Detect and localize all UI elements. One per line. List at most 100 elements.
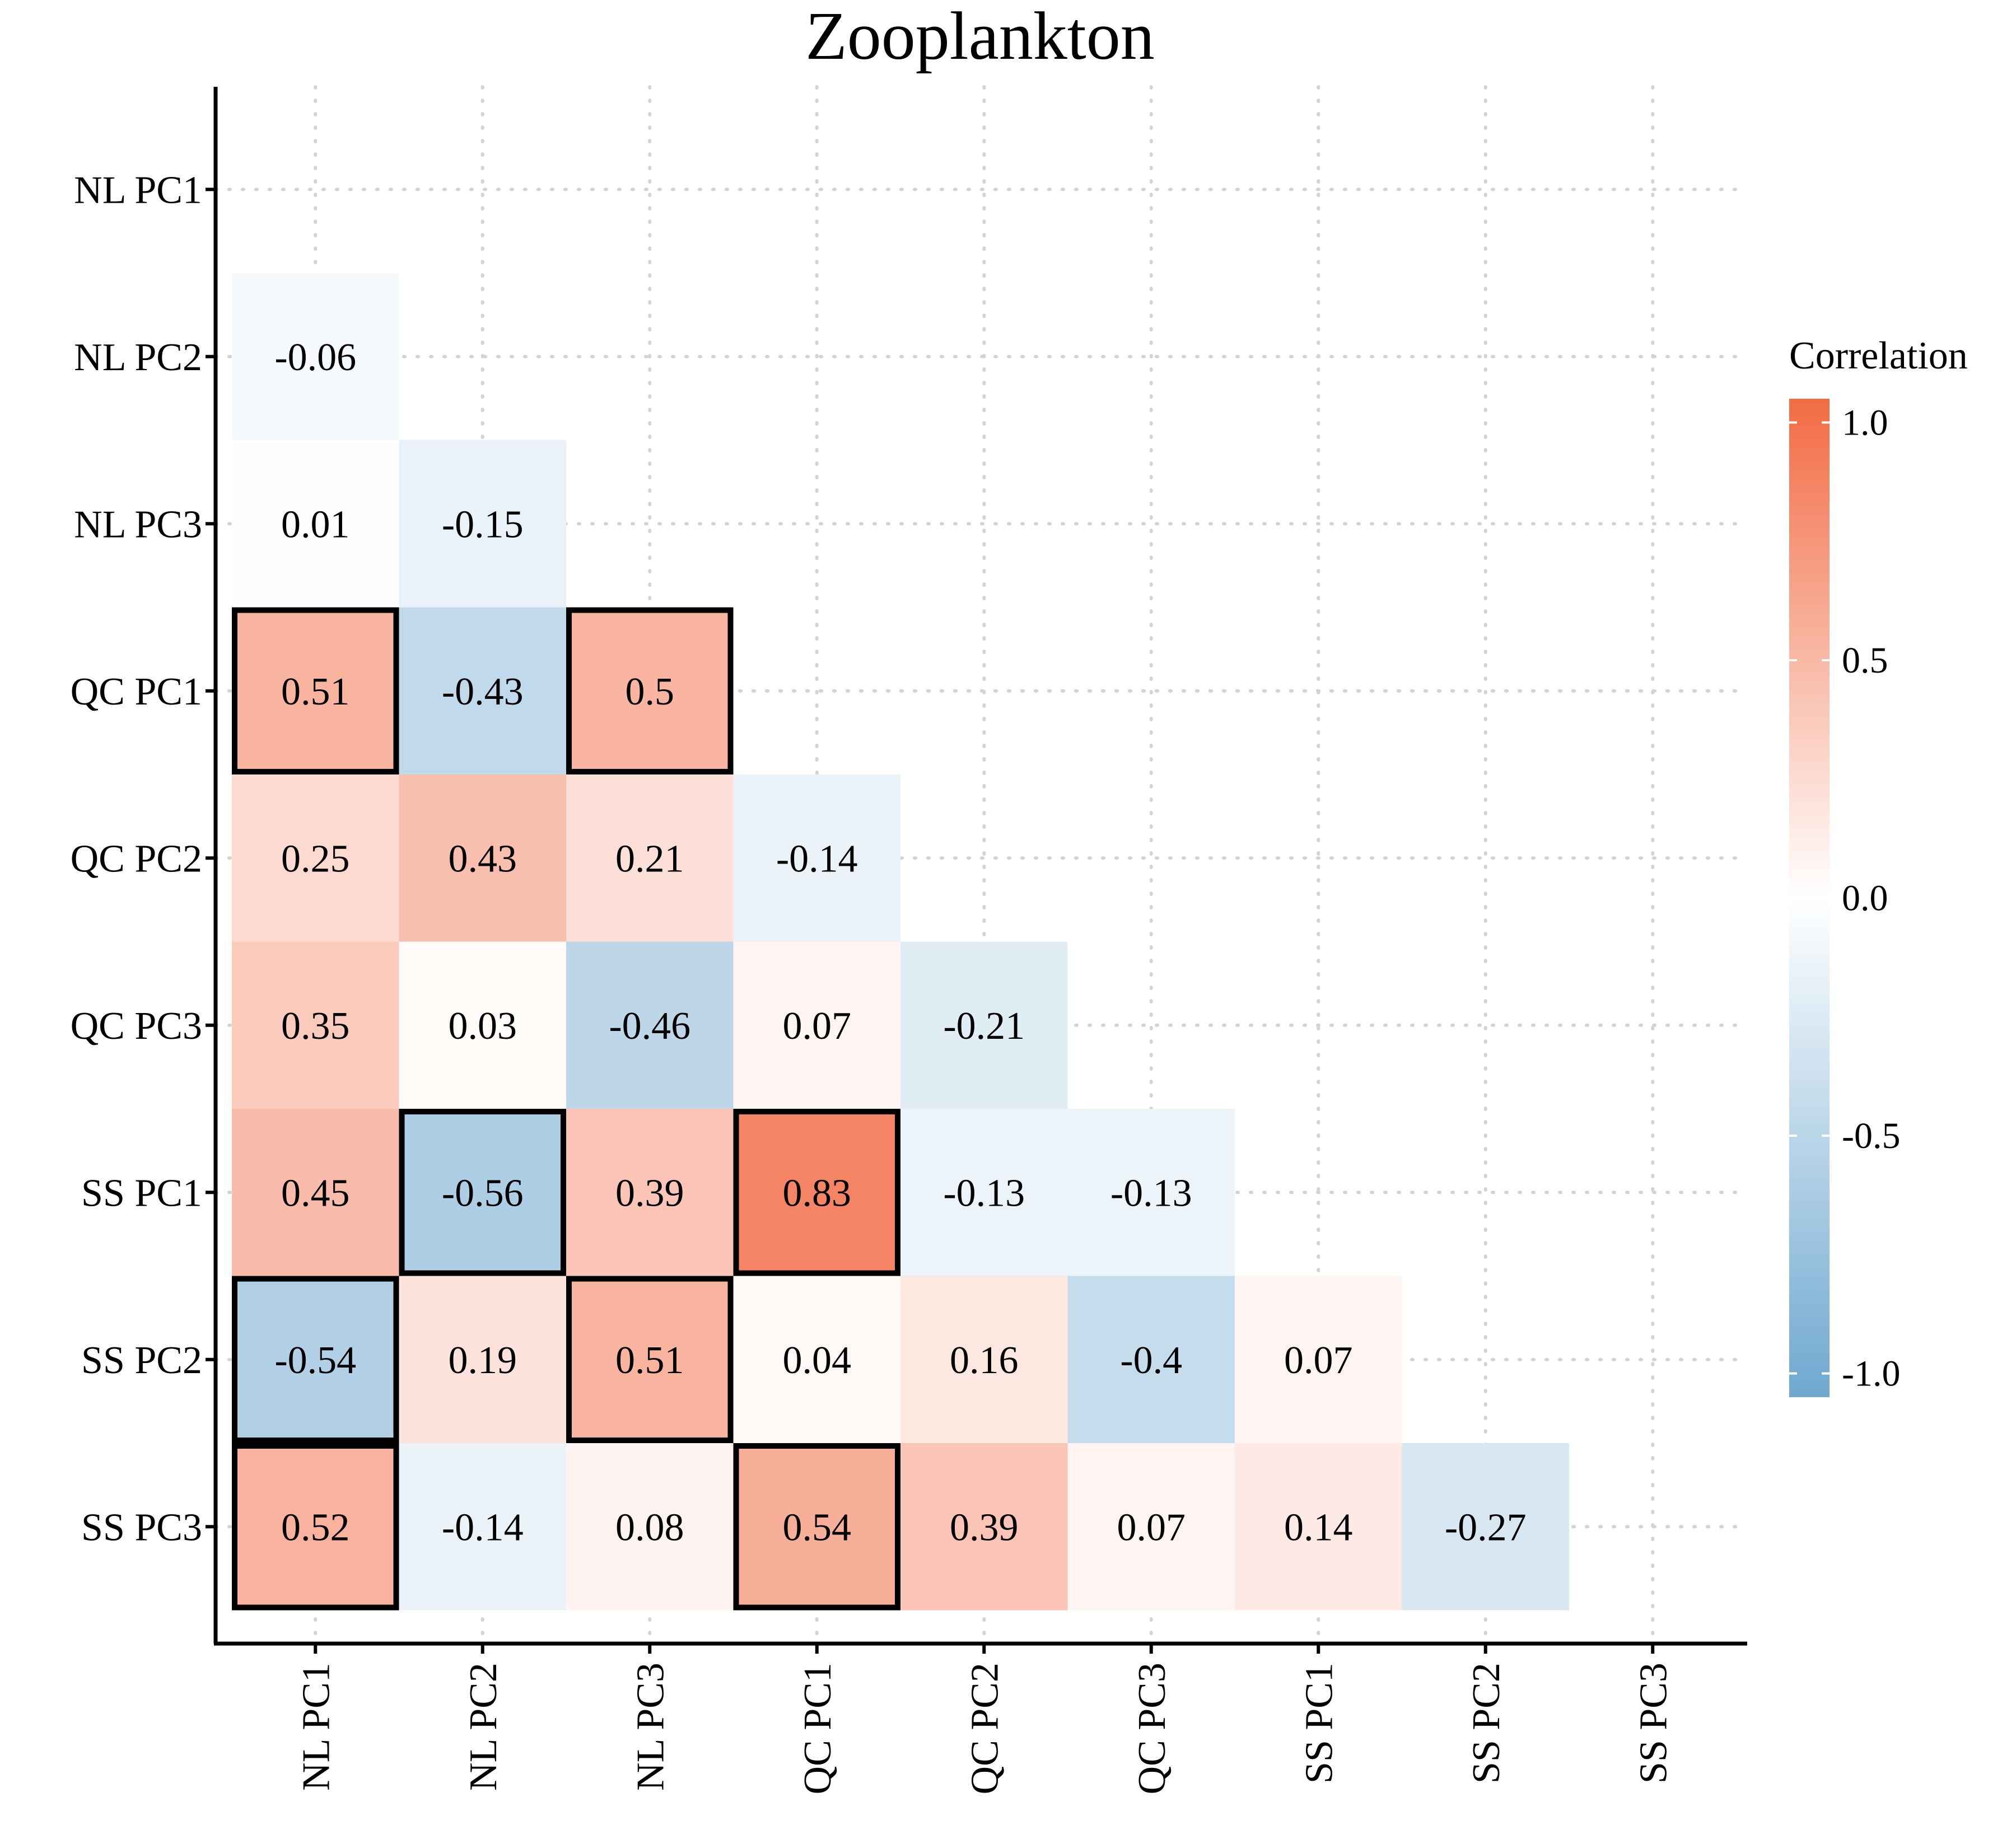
heatmap-cell (232, 440, 399, 608)
cell-value-label: -0.27 (1445, 1506, 1527, 1549)
x-tick-label: NL PC2 (462, 1663, 505, 1791)
heatmap-cells (232, 273, 1569, 1611)
chart-title: Zooplankton (805, 0, 1154, 74)
y-axis-tick-labels: NL PC1 NL PC2 NL PC3 QC PC1 QC PC2 QC PC3 SS P… (71, 169, 202, 1549)
cell-value-label: 0.07 (1284, 1339, 1353, 1382)
y-tick-label: NL PC2 (74, 336, 202, 379)
legend-tick-label: -0.5 (1842, 1116, 1900, 1156)
cell-value-label: -0.14 (442, 1506, 524, 1549)
cell-value-label: 0.01 (281, 503, 350, 546)
cell-value-label: 0.07 (783, 1005, 852, 1048)
significance-outline (232, 1276, 399, 1443)
heatmap-cell (1235, 1276, 1402, 1443)
heatmap-cell (900, 1276, 1068, 1443)
x-tick-label: SS PC1 (1298, 1663, 1341, 1784)
heatmap-cell (566, 1109, 734, 1276)
x-tick-label: SS PC2 (1465, 1663, 1508, 1784)
heatmap-cell (733, 1443, 900, 1611)
cell-value-label: -0.06 (274, 336, 356, 379)
cell-value-label: 0.14 (1284, 1506, 1353, 1549)
heatmap-cell (566, 774, 734, 942)
y-tick-label: SS PC1 (81, 1172, 202, 1215)
cell-value-label: 0.07 (1117, 1506, 1186, 1549)
heatmap-cell (900, 1443, 1068, 1611)
cell-value-label: 0.54 (783, 1506, 852, 1549)
cell-value-label: 0.16 (950, 1339, 1019, 1382)
legend-tick-label: 0.0 (1842, 878, 1888, 919)
x-tick-label: NL PC1 (295, 1663, 338, 1791)
heatmap-cell (232, 941, 399, 1109)
heatmap-cell (232, 273, 399, 440)
cell-value-label: -0.56 (442, 1172, 524, 1215)
legend-tick-label: 0.5 (1842, 640, 1888, 681)
y-tick-label: NL PC1 (74, 169, 202, 212)
cell-value-label: 0.04 (783, 1339, 852, 1382)
heatmap-cell (900, 1109, 1068, 1276)
heatmap-cell (232, 774, 399, 942)
heatmap-cell (1067, 1443, 1235, 1611)
cell-value-label: 0.5 (626, 670, 675, 713)
heatmap-cell (399, 1109, 566, 1276)
heatmap-cell (566, 1443, 734, 1611)
cell-value-label: -0.21 (943, 1005, 1025, 1048)
cell-value-label: -0.13 (1110, 1172, 1192, 1215)
significance-outline (566, 607, 734, 774)
cell-value-label: 0.43 (449, 837, 517, 880)
heatmap-cell (1402, 1443, 1569, 1611)
cell-value-label: 0.19 (449, 1339, 517, 1382)
cell-value-label: 0.21 (615, 837, 684, 880)
heatmap-cell (399, 941, 566, 1109)
heatmap-cell (232, 1276, 399, 1443)
heatmap-cell (566, 607, 734, 774)
significance-outlines (232, 607, 900, 1611)
heatmap-cell (1067, 1109, 1235, 1276)
cell-value-label: -0.4 (1120, 1339, 1182, 1382)
significance-outline (399, 1109, 566, 1276)
heatmap-cell (232, 607, 399, 774)
y-tick-label: QC PC1 (71, 670, 202, 713)
cell-value-label: 0.52 (281, 1506, 350, 1549)
cell-value-label: 0.45 (281, 1172, 350, 1215)
heatmap-cell (399, 1276, 566, 1443)
legend-tick-label: -1.0 (1842, 1354, 1900, 1394)
cell-value-label: -0.46 (609, 1005, 690, 1048)
heatmap-cell (733, 941, 900, 1109)
heatmap-cell (900, 941, 1068, 1109)
y-tick-label: QC PC2 (71, 837, 202, 880)
cell-value-label: 0.03 (449, 1005, 517, 1048)
x-tick-label: SS PC3 (1632, 1663, 1675, 1784)
axes (206, 87, 1747, 1654)
cell-value-label: 0.51 (281, 670, 350, 713)
cell-value-label: 0.83 (783, 1172, 852, 1215)
heatmap-cell (399, 774, 566, 942)
x-tick-label: QC PC3 (1131, 1663, 1174, 1794)
cell-value-label: -0.43 (442, 670, 524, 713)
significance-outline (232, 1443, 399, 1611)
significance-outline (232, 607, 399, 774)
x-tick-label: QC PC2 (963, 1663, 1006, 1794)
y-tick-label: SS PC3 (81, 1506, 202, 1549)
cell-value-label: -0.13 (943, 1172, 1025, 1215)
significance-outline (733, 1109, 900, 1276)
heatmap-cell (566, 1276, 734, 1443)
heatmap-cell (1067, 1276, 1235, 1443)
heatmap-cell (399, 607, 566, 774)
x-tick-label: NL PC3 (629, 1663, 672, 1791)
heatmap-cell (566, 941, 734, 1109)
x-axis-tick-labels: NL PC1 NL PC2 NL PC3 QC PC1 QC PC2 QC PC3 SS P… (295, 1663, 1675, 1794)
heatmap-cell (1235, 1443, 1402, 1611)
legend-tick-label: 1.0 (1842, 402, 1888, 443)
significance-outline (733, 1443, 900, 1611)
cell-value-label: -0.15 (442, 503, 524, 546)
heatmap-cell (232, 1443, 399, 1611)
cell-value-label: 0.39 (950, 1506, 1019, 1549)
cell-value-label: 0.08 (615, 1506, 684, 1549)
cell-value-label: 0.39 (615, 1172, 684, 1215)
cell-value-label: 0.35 (281, 1005, 350, 1048)
y-tick-label: QC PC3 (71, 1005, 202, 1048)
heatmap-cell (399, 440, 566, 608)
x-tick-label: QC PC1 (796, 1663, 839, 1794)
heatmap-cell (733, 1109, 900, 1276)
heatmap-cell (733, 774, 900, 942)
